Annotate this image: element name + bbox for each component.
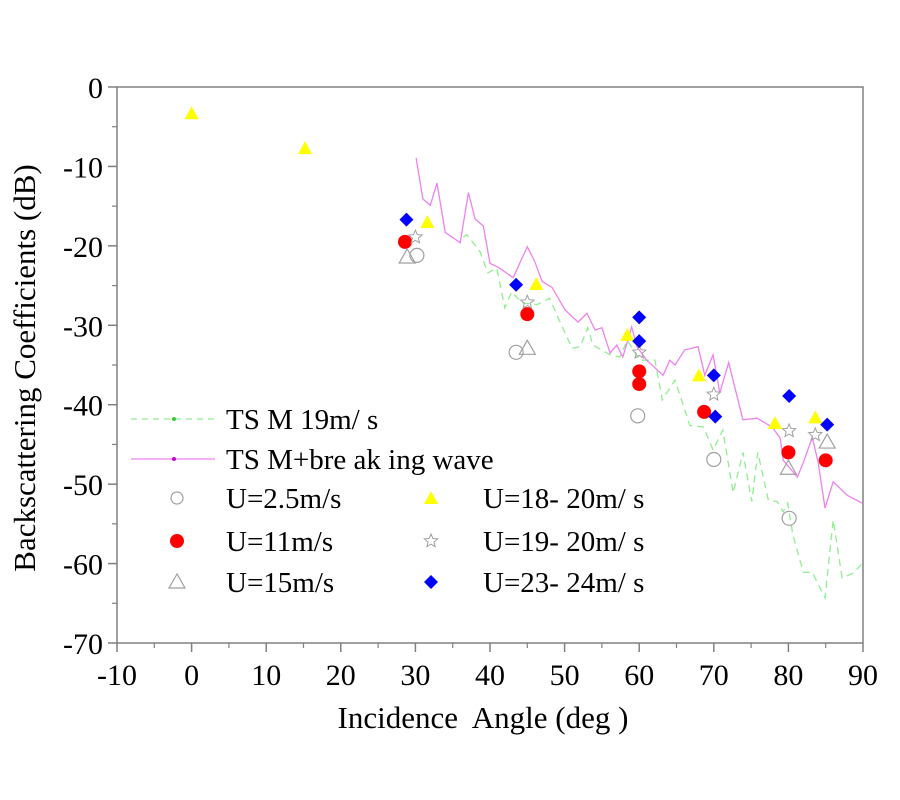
legend-marker [423,532,439,548]
x-tick-label: 20 [326,659,356,692]
x-tick-label: 0 [184,659,199,692]
marker-u-15m-s [398,247,417,264]
x-tick-label: -10 [97,659,137,692]
marker-u-15m-s [518,339,537,355]
x-tick-label: 30 [400,659,430,692]
y-tick-label: -10 [63,151,103,184]
y-tick-label: 0 [88,72,103,105]
marker-u-23-24m-s [509,277,524,292]
marker-u-11m-s [781,445,796,460]
marker-u-19-20m-s [705,386,722,402]
marker-u-19-20m-s [407,228,424,244]
marker-u-18-20m-s [691,368,706,382]
marker-u-11m-s [520,307,535,322]
marker-u-23-24m-s [399,212,414,227]
y-axis-ticks: 0 -10 -20 -30 -40 -50 -60 -70 [63,72,117,661]
marker-u-23-24m-s [632,334,647,349]
legend-line-dot [172,417,176,421]
marker-u-18-20m-s [297,141,312,155]
y-tick-label: -30 [63,310,103,343]
x-tick-label: 60 [624,659,654,692]
x-tick-label: 10 [251,659,281,692]
marker-u-23-24m-s [632,310,647,325]
marker-u-18-20m-s [620,327,635,341]
marker-u-19-20m-s [781,422,798,438]
marker-u-2-5m-s [508,344,524,360]
x-tick-label: 70 [699,659,729,692]
tsm-line [462,233,864,600]
marker-u-23-24m-s [820,417,835,432]
legend-label: U=19- 20m/ s [483,526,644,558]
marker-u-19-20m-s [807,426,824,442]
legend-marker [167,572,187,589]
legend-label: U=15m/s [226,567,334,599]
marker-u-23-24m-s [782,388,797,403]
marker-u-11m-s [397,234,412,249]
legend-marker [170,491,184,505]
marker-u-18-20m-s [420,215,435,229]
y-tick-label: -40 [63,390,103,423]
legend-marker [170,534,184,548]
plot-border [116,86,864,644]
legend: TS M 19m/ s TS M+bre ak ing wave U=2.5m/s U… [131,404,644,599]
y-tick-label: -50 [63,469,103,502]
marker-u-11m-s [632,364,647,379]
y-tick-label: -60 [63,549,103,582]
marker-u-2-5m-s [781,510,797,526]
plot-frame [116,86,864,644]
x-tick-label: 50 [550,659,580,692]
legend-label: U=18- 20m/ s [483,483,644,515]
x-tick-label: 80 [773,659,803,692]
legend-label: TS M+bre ak ing wave [226,444,494,476]
marker-u-2-5m-s [630,408,646,424]
x-tick-label: 90 [848,659,878,692]
tsm-breaking-wave-line [415,157,863,509]
marker-u-11m-s [818,453,833,468]
marker-u-2-5m-s [409,247,425,263]
x-axis-ticks: -10 0 10 20 30 40 50 60 70 80 90 [97,643,878,692]
y-tick-label: -20 [63,231,103,264]
marker-u-11m-s [632,377,647,392]
marker-u-11m-s [697,404,712,419]
marker-u-15m-s [818,432,837,449]
model-lines [415,157,864,600]
marker-u-15m-s [779,459,798,475]
marker-u-2-5m-s [706,451,722,468]
marker-u-18-20m-s [808,410,823,424]
legend-line-dot [172,457,176,461]
y-tick-label: -70 [63,628,103,661]
legend-label: U=23- 24m/ s [483,567,644,599]
marker-u-19-20m-s [631,344,648,360]
legend-marker [424,575,438,589]
legend-label: U=11m/s [226,526,333,558]
marker-u-18-20m-s [767,415,782,429]
data-markers [184,106,837,526]
y-axis-title: Backscattering Coefficients (dB) [7,164,42,571]
marker-u-19-20m-s [519,294,536,309]
legend-label: U=2.5m/s [226,483,341,515]
legend-marker [424,491,438,504]
marker-u-18-20m-s [184,106,199,120]
marker-u-23-24m-s [708,409,723,424]
x-tick-label: 40 [475,659,505,692]
marker-u-23-24m-s [706,368,721,383]
marker-u-18-20m-s [529,276,544,290]
x-axis-title: Incidence Angle (deg ) [338,700,629,735]
legend-label: TS M 19m/ s [226,404,378,436]
